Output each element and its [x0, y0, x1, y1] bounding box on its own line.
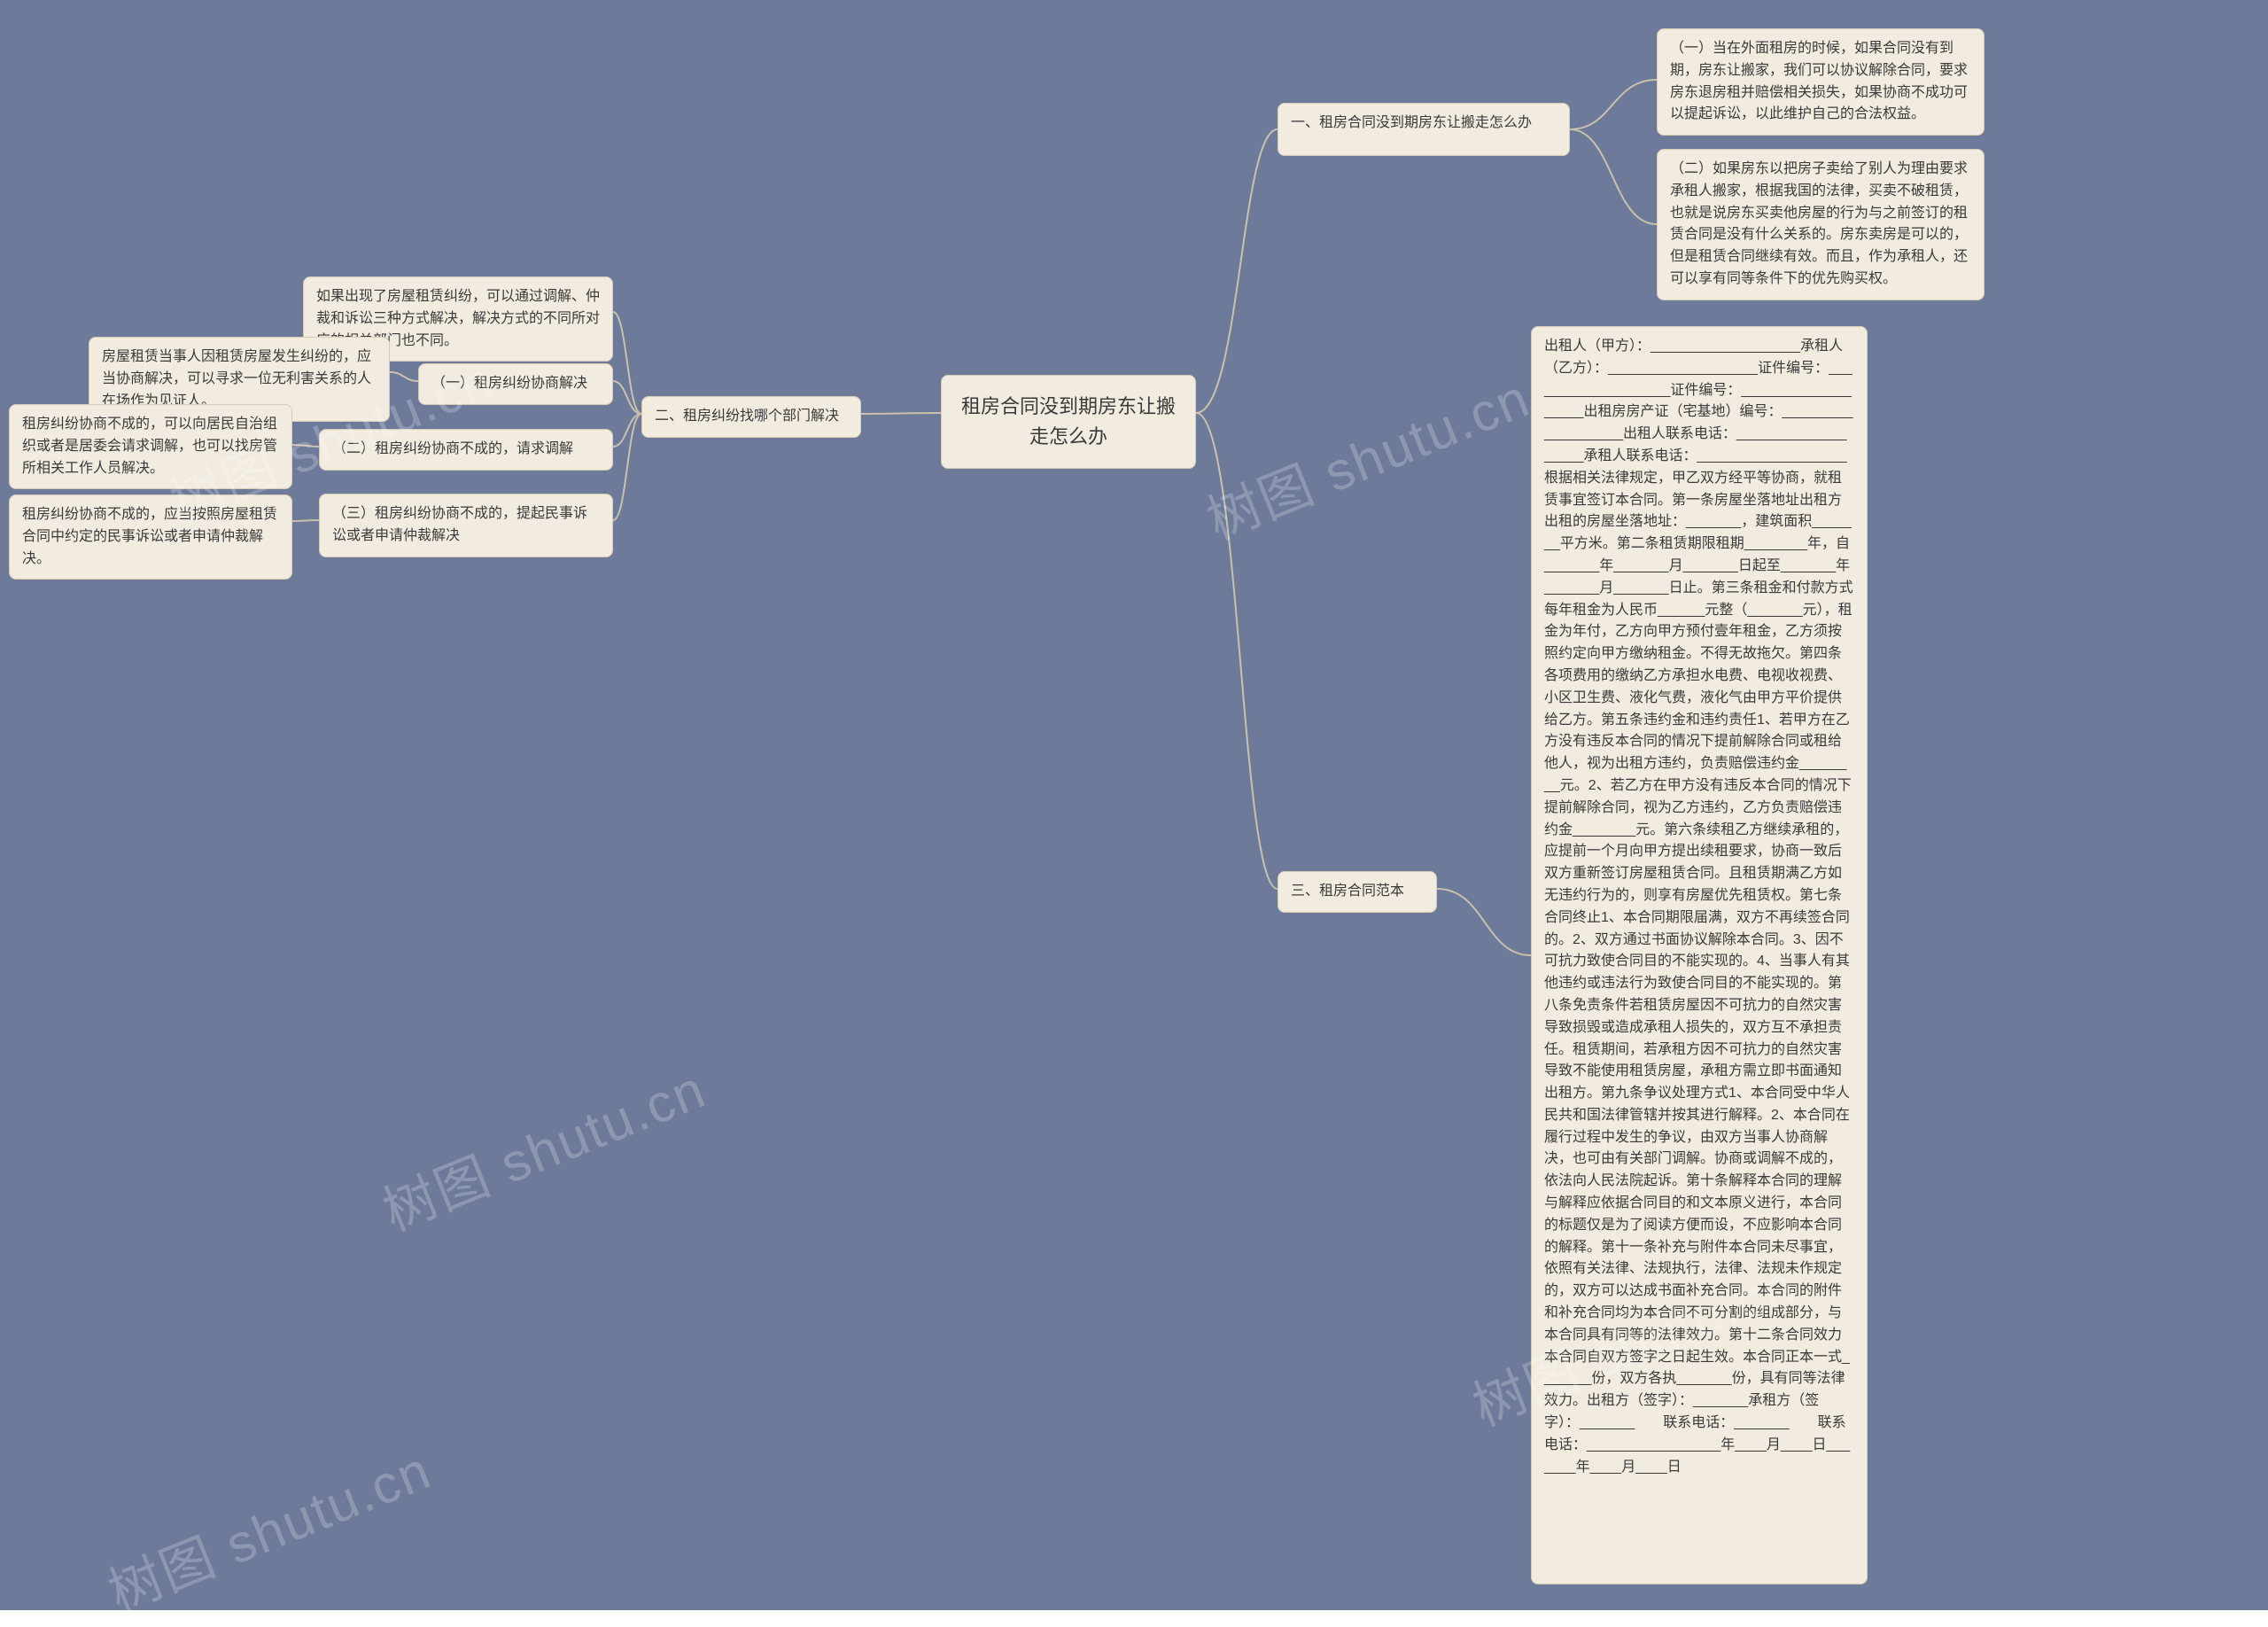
mindmap-node[interactable]: 三、租房合同范本 — [1278, 871, 1437, 913]
node-text: （二）租房纠纷协商不成的，请求调解 — [332, 441, 573, 456]
node-text: （二）如果房东以把房子卖给了别人为理由要求承租人搬家，根据我国的法律，买卖不破租… — [1670, 161, 1968, 286]
node-text: （一）租房纠纷协商解决 — [431, 376, 587, 391]
mindmap-node[interactable]: 一、租房合同没到期房东让搬走怎么办 — [1278, 103, 1570, 156]
node-text: 租房纠纷协商不成的，可以向居民自治组织或者是居委会请求调解，也可以找房管所相关工… — [22, 416, 277, 476]
mindmap-node[interactable]: （三）租房纠纷协商不成的，提起民事诉讼或者申请仲裁解决 — [319, 494, 613, 557]
node-text: 一、租房合同没到期房东让搬走怎么办 — [1291, 115, 1532, 130]
mindmap-node[interactable]: （一）租房纠纷协商解决 — [418, 363, 613, 405]
node-text: 租房合同没到期房东让搬走怎么办 — [961, 395, 1176, 448]
node-text: 房屋租赁当事人因租赁房屋发生纠纷的，应当协商解决，可以寻求一位无利害关系的人在场… — [102, 349, 371, 409]
mindmap-node[interactable]: （二）租房纠纷协商不成的，请求调解 — [319, 429, 613, 471]
mindmap-node[interactable]: （二）如果房东以把房子卖给了别人为理由要求承租人搬家，根据我国的法律，买卖不破租… — [1657, 149, 1984, 300]
mindmap-node[interactable]: （一）当在外面租房的时候，如果合同没有到期，房东让搬家，我们可以协议解除合同，要… — [1657, 28, 1984, 136]
mindmap-node[interactable]: 租房纠纷协商不成的，可以向居民自治组织或者是居委会请求调解，也可以找房管所相关工… — [9, 404, 292, 489]
node-text: （三）租房纠纷协商不成的，提起民事诉讼或者申请仲裁解决 — [332, 506, 587, 543]
node-text: 租房纠纷协商不成的，应当按照房屋租赁合同中约定的民事诉讼或者申请仲裁解决。 — [22, 507, 277, 566]
node-text: （一）当在外面租房的时候，如果合同没有到期，房东让搬家，我们可以协议解除合同，要… — [1670, 41, 1968, 121]
mindmap-node[interactable]: 出租人（甲方）：___________________承租人（乙方）：_____… — [1531, 326, 1868, 1584]
node-text: 出租人（甲方）：___________________承租人（乙方）：_____… — [1544, 339, 1876, 1475]
mindmap-node[interactable]: 二、租房纠纷找哪个部门解决 — [641, 396, 861, 438]
mindmap-node[interactable]: 租房合同没到期房东让搬走怎么办 — [941, 375, 1196, 469]
node-text: 三、租房合同范本 — [1291, 884, 1404, 899]
mindmap-node[interactable]: 租房纠纷协商不成的，应当按照房屋租赁合同中约定的民事诉讼或者申请仲裁解决。 — [9, 494, 292, 580]
node-text: 二、租房纠纷找哪个部门解决 — [655, 409, 839, 424]
